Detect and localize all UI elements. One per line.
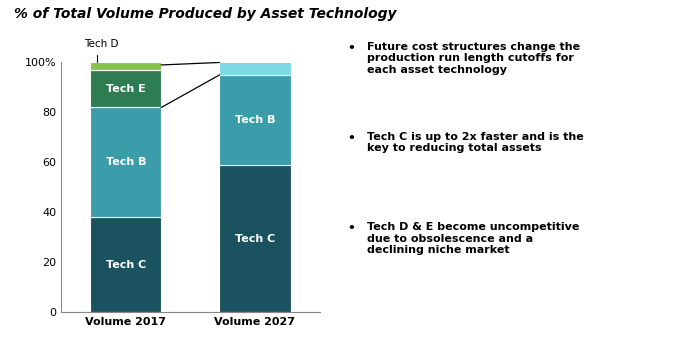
Text: Tech C: Tech C (105, 260, 146, 270)
Bar (90, 62, 161, 70)
Text: Tech E: Tech E (106, 84, 146, 94)
Bar (220, 165, 290, 312)
Text: •: • (347, 222, 355, 235)
Text: Future cost structures change the
production run length cutoffs for
each asset t: Future cost structures change the produc… (367, 42, 580, 75)
Text: •: • (347, 132, 355, 145)
Text: Tech C is up to 2x faster and is the
key to reducing total assets: Tech C is up to 2x faster and is the key… (367, 132, 584, 153)
Text: Tech B: Tech B (105, 158, 146, 167)
Text: Tech C: Tech C (235, 234, 275, 244)
Text: Tech D: Tech D (84, 40, 118, 62)
Bar (220, 62, 290, 75)
Bar (220, 75, 290, 165)
Bar (90, 217, 161, 312)
Text: Tech B: Tech B (235, 115, 275, 125)
Bar (90, 70, 161, 108)
Text: Tech D & E become uncompetitive
due to obsolescence and a
declining niche market: Tech D & E become uncompetitive due to o… (367, 222, 579, 255)
Bar (90, 108, 161, 217)
Text: •: • (347, 42, 355, 54)
Text: % of Total Volume Produced by Asset Technology: % of Total Volume Produced by Asset Tech… (14, 7, 396, 21)
